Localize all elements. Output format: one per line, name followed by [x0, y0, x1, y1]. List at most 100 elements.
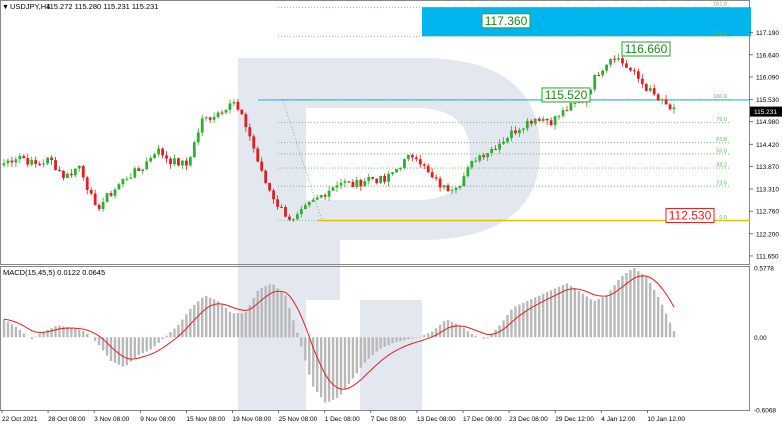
- candle-body: [605, 64, 609, 71]
- candle-body: [18, 156, 22, 160]
- candle-body: [50, 157, 53, 161]
- candle-body: [331, 187, 335, 191]
- level-label: 112.530: [669, 208, 712, 222]
- level-label-box: [481, 13, 531, 29]
- candle-body: [387, 173, 390, 182]
- x-tick-label: 3 Nov 08:00: [94, 416, 129, 423]
- candle-body: [648, 88, 652, 91]
- candle-body: [426, 165, 430, 173]
- candle-body: [161, 148, 164, 156]
- candle-body: [410, 155, 414, 158]
- candle-body: [173, 158, 176, 165]
- x-tick-label: 29 Dec 12:00: [555, 416, 594, 423]
- candle-body: [288, 216, 291, 220]
- y-tick-label: 114.420: [756, 142, 779, 149]
- x-tick-label: 9 Nov 08:00: [140, 416, 175, 423]
- y-tick-label: 116.090: [756, 74, 779, 81]
- candle-body: [430, 172, 434, 178]
- candle-body: [97, 204, 101, 209]
- candle-body: [109, 193, 113, 196]
- x-tick-label: 23 Dec 08:00: [509, 416, 548, 423]
- candle-body: [248, 127, 252, 137]
- candle-body: [252, 136, 256, 149]
- candle-body: [565, 110, 569, 112]
- candle-body: [399, 168, 402, 170]
- watermark-shape: [238, 58, 540, 410]
- candle-body: [569, 103, 573, 111]
- x-tick-label: 1 Dec 08:00: [325, 416, 360, 423]
- candle-body: [375, 178, 379, 183]
- candle-body: [609, 58, 612, 65]
- candle-body: [601, 70, 605, 76]
- candle-body: [260, 161, 264, 171]
- candle-body: [545, 118, 549, 121]
- fib-label: 100.0: [713, 94, 727, 100]
- candle-body: [303, 205, 307, 210]
- x-tick-label: 4 Jan 12:00: [601, 416, 635, 423]
- candle-body: [6, 160, 10, 164]
- candle-body: [181, 160, 184, 166]
- candle-body: [593, 75, 597, 90]
- fib-label: 61.8: [716, 137, 727, 143]
- dropdown-arrow-icon[interactable]: ▼: [2, 4, 9, 11]
- candle-body: [434, 177, 438, 179]
- y-tick-label: 113.870: [756, 164, 779, 171]
- candle-body: [553, 116, 557, 125]
- candle-body: [77, 166, 81, 169]
- candle-body: [395, 169, 398, 173]
- candle-body: [557, 115, 561, 117]
- candle-body: [660, 99, 664, 101]
- fib-label: 161.8: [713, 2, 727, 8]
- candle-body: [204, 117, 208, 119]
- candle-body: [89, 189, 93, 194]
- current-price-label: 115.231: [754, 109, 777, 116]
- candle-body: [26, 158, 30, 165]
- candle-body: [184, 160, 188, 166]
- candle-body: [343, 181, 347, 183]
- candle-body: [62, 170, 65, 178]
- candle-body: [188, 157, 192, 166]
- price-panel-frame: [0, 0, 750, 265]
- candle-body: [256, 148, 260, 162]
- candle-body: [621, 58, 624, 64]
- candle-body: [414, 157, 418, 160]
- candle-body: [454, 187, 458, 191]
- candle-body: [232, 101, 236, 104]
- x-tick-label: 10 Jan 12:00: [647, 416, 685, 423]
- candle-body: [157, 148, 160, 155]
- candle-body: [518, 129, 521, 134]
- candle-body: [656, 94, 660, 101]
- candle-body: [363, 181, 367, 187]
- x-tick-label: 28 Oct 08:00: [48, 416, 86, 423]
- candle-body: [418, 159, 422, 165]
- candle-body: [490, 148, 494, 153]
- candle-body: [216, 112, 220, 117]
- candle-body: [54, 160, 57, 170]
- candle-body: [244, 114, 248, 128]
- y-tick-label: 111.650: [756, 253, 779, 260]
- candle-body: [299, 209, 303, 215]
- candle-body: [200, 118, 204, 133]
- candle-body: [514, 130, 517, 134]
- candle-body: [355, 179, 359, 188]
- candle-body: [2, 163, 6, 166]
- candle-body: [561, 110, 565, 116]
- candle-body: [284, 207, 287, 217]
- macd-panel-frame: [0, 266, 750, 411]
- candle-body: [494, 148, 497, 150]
- y-tick-label: 114.980: [756, 119, 779, 126]
- candle-body: [38, 163, 42, 165]
- candle-body: [121, 178, 125, 185]
- candle-body: [73, 168, 77, 176]
- fib-label: 0.0: [719, 215, 727, 221]
- candle-body: [672, 107, 676, 110]
- candle-body: [664, 99, 668, 105]
- candle-body: [521, 128, 525, 130]
- level-label: 115.520: [545, 88, 588, 102]
- candle-body: [462, 176, 466, 187]
- candle-body: [212, 116, 216, 120]
- level-label: 116.660: [625, 42, 668, 56]
- candle-body: [236, 101, 240, 110]
- x-tick-label: 25 Nov 08:00: [279, 416, 318, 423]
- candle-body: [224, 109, 228, 113]
